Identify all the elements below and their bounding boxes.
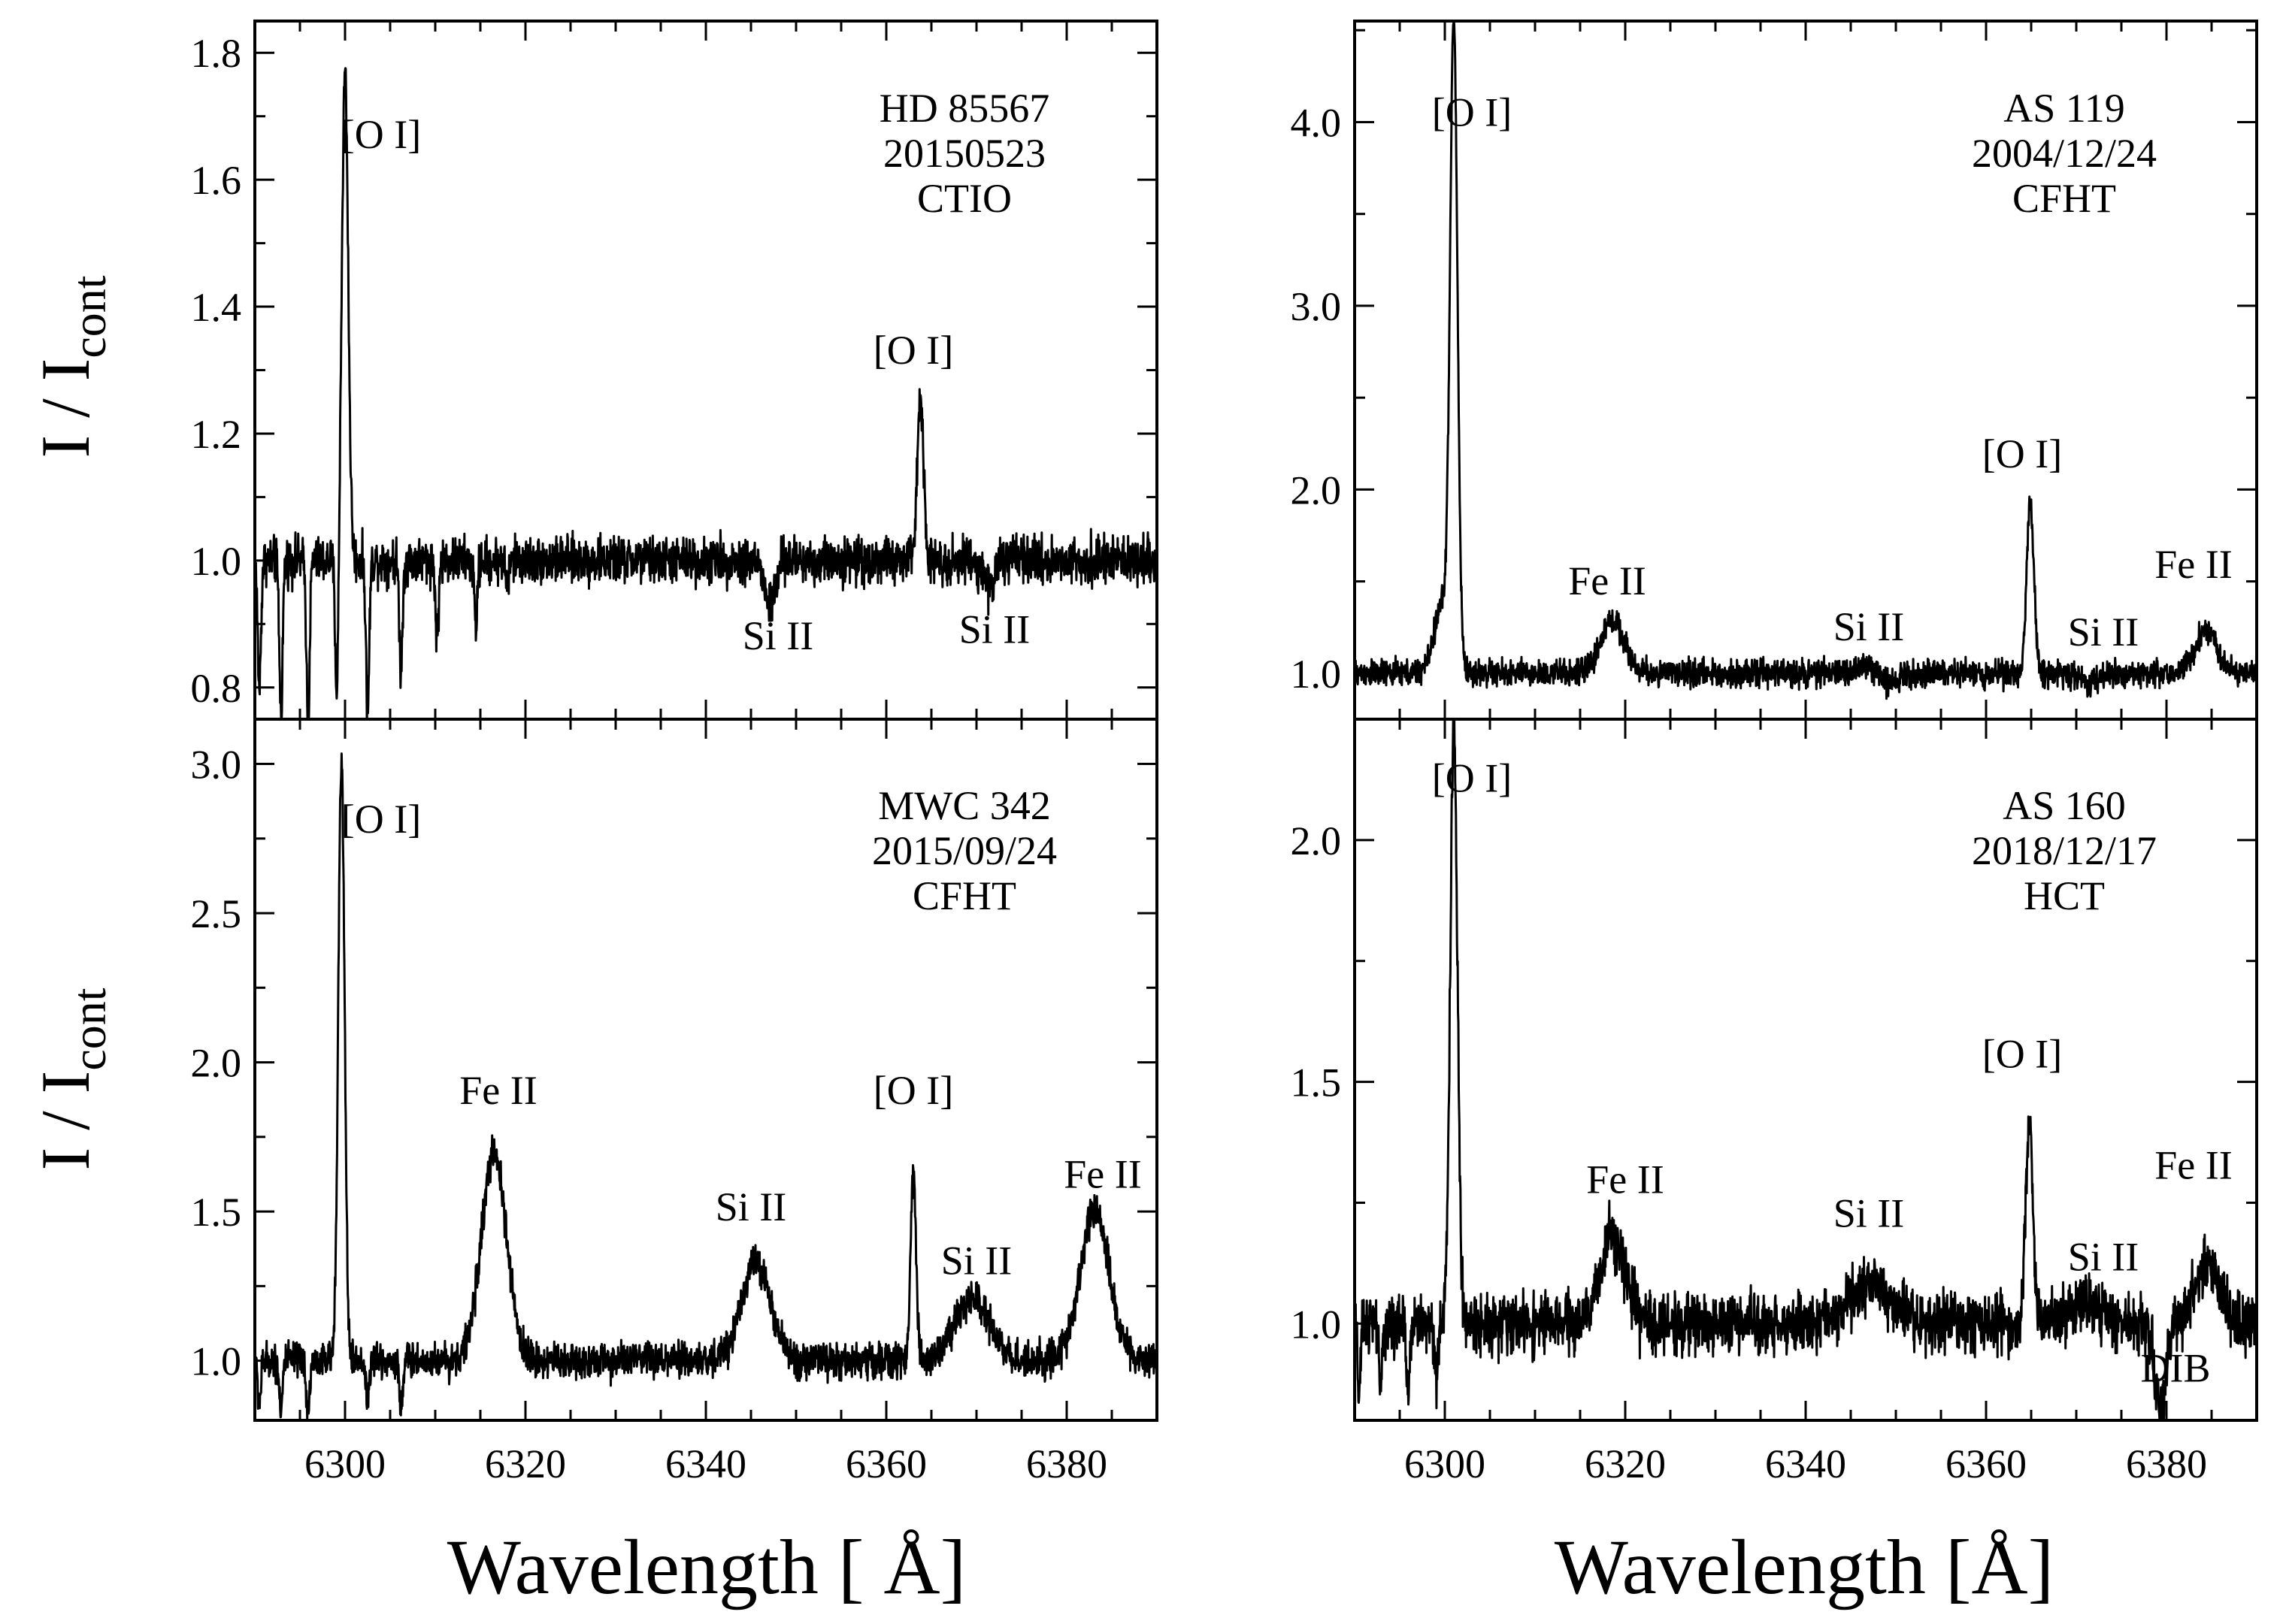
line-annotation: [O I] bbox=[341, 112, 421, 157]
spectrum-line bbox=[255, 752, 1157, 1420]
line-annotation: Si II bbox=[743, 613, 814, 658]
y-tick-label: 1.5 bbox=[191, 1190, 242, 1235]
line-annotation: [O I] bbox=[1432, 756, 1512, 801]
line-annotation: DIB bbox=[2141, 1346, 2211, 1391]
y-tick-label: 2.0 bbox=[1291, 467, 1342, 513]
svg-text:I / Icont: I / Icont bbox=[27, 987, 116, 1170]
x-axis-label-right: Wavelength [Å] bbox=[1555, 1524, 2054, 1610]
y-axis-label-sub: cont bbox=[62, 987, 116, 1070]
observation-date: 2004/12/24 bbox=[1972, 131, 2157, 176]
observatory-name: CFHT bbox=[913, 873, 1016, 918]
star-name: AS 119 bbox=[2003, 86, 2125, 131]
x-tick-label: 6300 bbox=[304, 1441, 386, 1486]
line-annotation: Si II bbox=[941, 1238, 1013, 1283]
spectrum-line bbox=[255, 67, 1157, 719]
y-tick-label: 2.5 bbox=[191, 891, 242, 936]
svg-text:I / Icont: I / Icont bbox=[27, 275, 116, 458]
x-tick-label: 6340 bbox=[1765, 1441, 1846, 1486]
y-tick-label: 3.0 bbox=[1291, 284, 1342, 329]
spectrum-line bbox=[1355, 719, 2257, 1420]
x-tick-label: 6380 bbox=[1026, 1441, 1107, 1486]
observation-date: 2015/09/24 bbox=[872, 828, 1057, 873]
line-annotation: Fe II bbox=[1568, 558, 1646, 603]
line-annotation: [O I] bbox=[874, 328, 953, 373]
y-tick-label: 1.6 bbox=[191, 158, 242, 203]
y-tick-label: 4.0 bbox=[1291, 100, 1342, 145]
star-name: HD 85567 bbox=[880, 86, 1050, 131]
y-axis-label-sub: cont bbox=[62, 275, 116, 358]
x-tick-label: 6340 bbox=[665, 1441, 746, 1486]
y-axis-label-main: I / I bbox=[27, 358, 104, 458]
y-tick-label: 0.8 bbox=[191, 666, 242, 711]
panel-bottom-right: 6300 6320 6340 6360 6380 1.0 1.5 2.0 [O I] Fe II S… bbox=[1291, 718, 2258, 1486]
y-axis-label-top: I / Icont bbox=[27, 275, 116, 458]
line-annotation: [O I] bbox=[874, 1068, 953, 1113]
y-tick-label: 1.0 bbox=[1291, 1302, 1342, 1347]
y-tick-label: 3.0 bbox=[191, 742, 242, 788]
x-tick-label: 6320 bbox=[485, 1441, 566, 1486]
star-name: AS 160 bbox=[2003, 783, 2126, 828]
line-annotation: Si II bbox=[959, 607, 1031, 652]
y-tick-label: 1.4 bbox=[191, 285, 242, 330]
observatory-name: CFHT bbox=[2012, 176, 2116, 221]
y-tick-label: 1.0 bbox=[191, 1339, 242, 1384]
y-axis-label-bottom: I / Icont bbox=[27, 987, 116, 1170]
y-tick-label: 2.0 bbox=[1291, 818, 1342, 863]
y-tick-label: 1.0 bbox=[191, 539, 242, 584]
y-tick-label: 1.0 bbox=[1291, 652, 1342, 697]
observation-date: 2018/12/17 bbox=[1972, 828, 2157, 873]
x-tick-label: 6300 bbox=[1404, 1441, 1485, 1486]
line-annotation: [O I] bbox=[341, 797, 421, 842]
y-tick-label: 2.0 bbox=[191, 1041, 242, 1086]
x-tick-label: 6380 bbox=[2126, 1441, 2207, 1486]
x-axis-label-left: Wavelength [ Å] bbox=[447, 1524, 966, 1610]
line-annotation: Fe II bbox=[1586, 1157, 1664, 1202]
panel-top-left: 0.8 1.0 1.2 1.4 1.6 1.8 [O I] [O I] Si II Si II HD… bbox=[191, 20, 1158, 721]
line-annotation: [O I] bbox=[1982, 431, 2062, 476]
y-tick-label: 1.5 bbox=[1291, 1060, 1342, 1105]
spectrum-line bbox=[1355, 21, 2257, 700]
line-annotation: Fe II bbox=[2154, 1142, 2232, 1187]
line-annotation: Si II bbox=[716, 1184, 787, 1229]
star-name: MWC 342 bbox=[878, 783, 1051, 828]
observatory-name: HCT bbox=[2024, 873, 2105, 918]
line-annotation: [O I] bbox=[1432, 89, 1512, 135]
line-annotation: Fe II bbox=[2154, 542, 2232, 587]
y-axis-label-main: I / I bbox=[27, 1071, 104, 1171]
line-annotation: Si II bbox=[1833, 1191, 1905, 1236]
observation-date: 20150523 bbox=[883, 131, 1046, 176]
x-tick-label: 6360 bbox=[846, 1441, 927, 1486]
x-tick-label: 6320 bbox=[1585, 1441, 1666, 1486]
line-annotation: Si II bbox=[2068, 609, 2139, 655]
y-tick-label: 1.2 bbox=[191, 412, 242, 457]
panels-layer: 0.8 1.0 1.2 1.4 1.6 1.8 [O I] [O I] Si II Si II HD… bbox=[191, 20, 2258, 1486]
y-tick-label: 1.8 bbox=[191, 31, 242, 76]
panel-bottom-left: 6300 6320 6340 6360 6380 1.0 1.5 2.0 2.5 3.0 [O I]… bbox=[191, 718, 1158, 1486]
line-annotation: Si II bbox=[2068, 1235, 2139, 1280]
line-annotation: [O I] bbox=[1982, 1031, 2062, 1076]
panel-top-right: 1.0 2.0 3.0 4.0 [O I] Fe II [O I] Fe II Si II Si … bbox=[1291, 20, 2258, 721]
line-annotation: Fe II bbox=[1064, 1151, 1141, 1196]
line-annotation: Si II bbox=[1833, 604, 1905, 649]
observatory-name: CTIO bbox=[917, 176, 1012, 221]
line-annotation: Fe II bbox=[459, 1068, 537, 1113]
x-tick-label: 6360 bbox=[1945, 1441, 2027, 1486]
